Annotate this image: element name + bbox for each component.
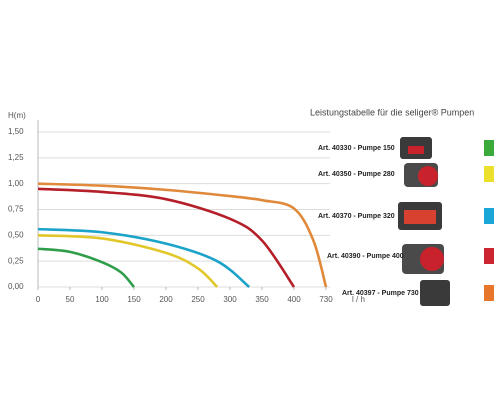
x-tick-label: 730 [319,295,333,304]
series-line [37,247,135,288]
series-line [37,182,328,288]
legend-swatch [484,248,494,264]
y-tick-label: 0,75 [8,205,24,214]
y-axis-label: H(m) [8,111,26,120]
y-tick-label: 1,25 [8,153,24,162]
series-line [37,187,296,288]
y-tick-label: 0,25 [8,256,24,265]
pump-images [398,137,450,306]
x-tick-label: 300 [223,295,237,304]
legend-label: Art. 40390 - Pumpe 400 [327,253,404,260]
legend-label: Art. 40370 - Pumpe 320 [318,213,395,220]
x-tick-label: 350 [255,295,269,304]
series-line [37,227,251,289]
legend-swatch [484,140,494,156]
x-axis-label: l / h [352,295,365,304]
x-tick-label: 0 [36,295,41,304]
y-tick-label: 0,00 [8,282,24,291]
legend-label: Art. 40350 - Pumpe 280 [318,171,395,178]
x-tick-label: 400 [287,295,301,304]
legend-title: Leistungstabelle für die seliger® Pumpen [310,107,474,117]
legend-swatch [484,285,494,301]
legend-swatch [484,208,494,224]
legend-label: Art. 40330 - Pumpe 150 [318,145,395,152]
x-tick-label: 250 [191,295,205,304]
x-tick-label: 50 [66,295,75,304]
series-line [37,234,219,288]
x-tick-label: 150 [127,295,141,304]
y-tick-label: 1,50 [8,127,24,136]
y-tick-label: 0,50 [8,230,24,239]
y-tick-label: 1,00 [8,179,24,188]
legend-label: Art. 40397 - Pumpe 730 [342,290,419,297]
legend-swatch [484,166,494,182]
x-tick-label: 100 [95,295,109,304]
x-tick-label: 200 [159,295,173,304]
